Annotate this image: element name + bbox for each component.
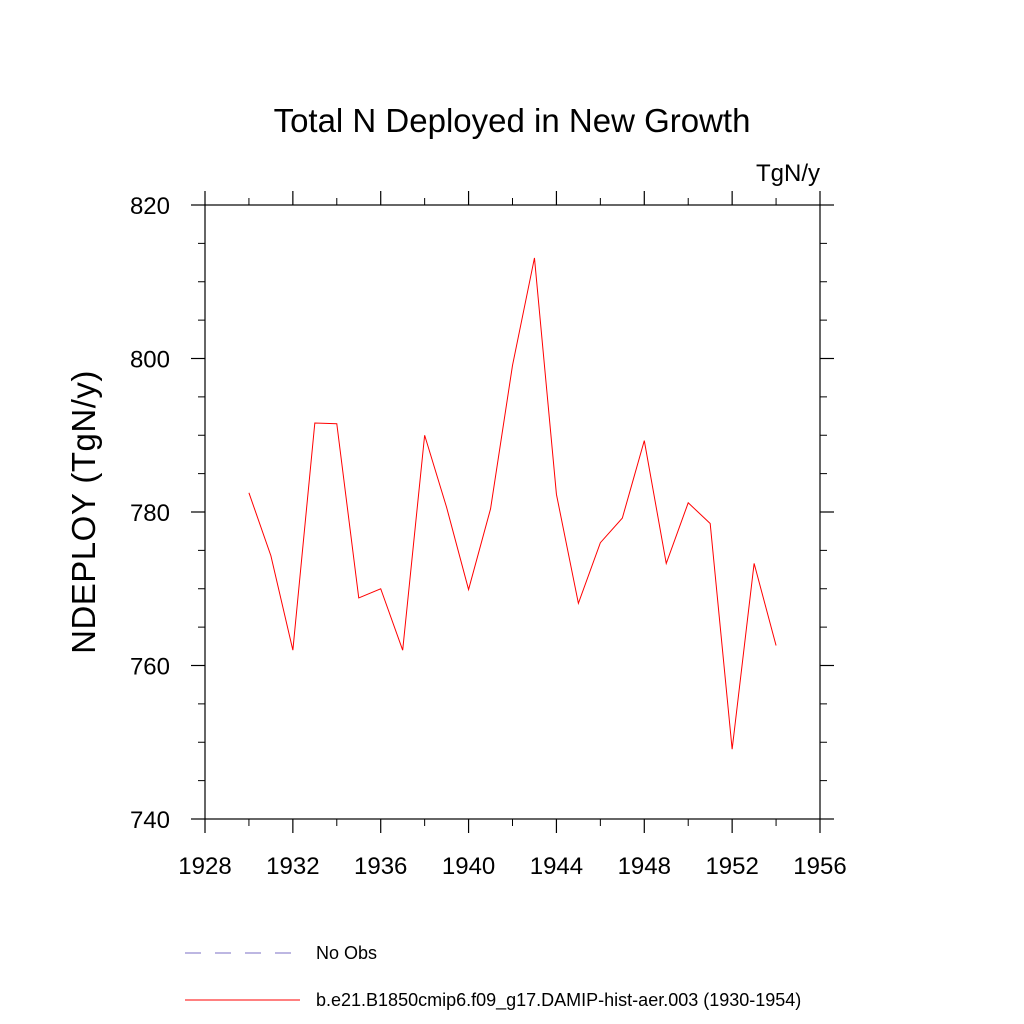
- y-tick-label: 820: [130, 193, 170, 220]
- legend-label: b.e21.B1850cmip6.f09_g17.DAMIP-hist-aer.…: [316, 990, 801, 1011]
- axis-tick-labels: 1928 1932 1936 1940 1944 1948 1952 1956 740 760 78…: [130, 193, 847, 880]
- x-tick-label: 1956: [793, 853, 846, 880]
- y-tick-label: 740: [130, 807, 170, 834]
- y-tick-label: 780: [130, 500, 170, 527]
- plot-frame: [204, 204, 821, 820]
- axis-ticks: [191, 191, 834, 833]
- series-line: [248, 257, 777, 750]
- units-label: TgN/y: [756, 160, 820, 187]
- legend: No Obs b.e21.B1850cmip6.f09_g17.DAMIP-his…: [185, 943, 801, 1011]
- x-tick-label: 1928: [178, 853, 231, 880]
- y-tick-label: 760: [130, 654, 170, 681]
- x-tick-label: 1936: [354, 853, 407, 880]
- x-tick-label: 1948: [618, 853, 671, 880]
- series-lines: [248, 257, 777, 750]
- y-tick-label: 800: [130, 347, 170, 374]
- x-tick-label: 1944: [530, 853, 583, 880]
- x-tick-label: 1932: [266, 853, 319, 880]
- chart-title: Total N Deployed in New Growth: [274, 102, 751, 139]
- x-tick-label: 1940: [442, 853, 495, 880]
- legend-label: No Obs: [316, 943, 377, 963]
- y-axis-label: NDEPLOY (TgN/y): [65, 370, 102, 654]
- x-tick-label: 1952: [705, 853, 758, 880]
